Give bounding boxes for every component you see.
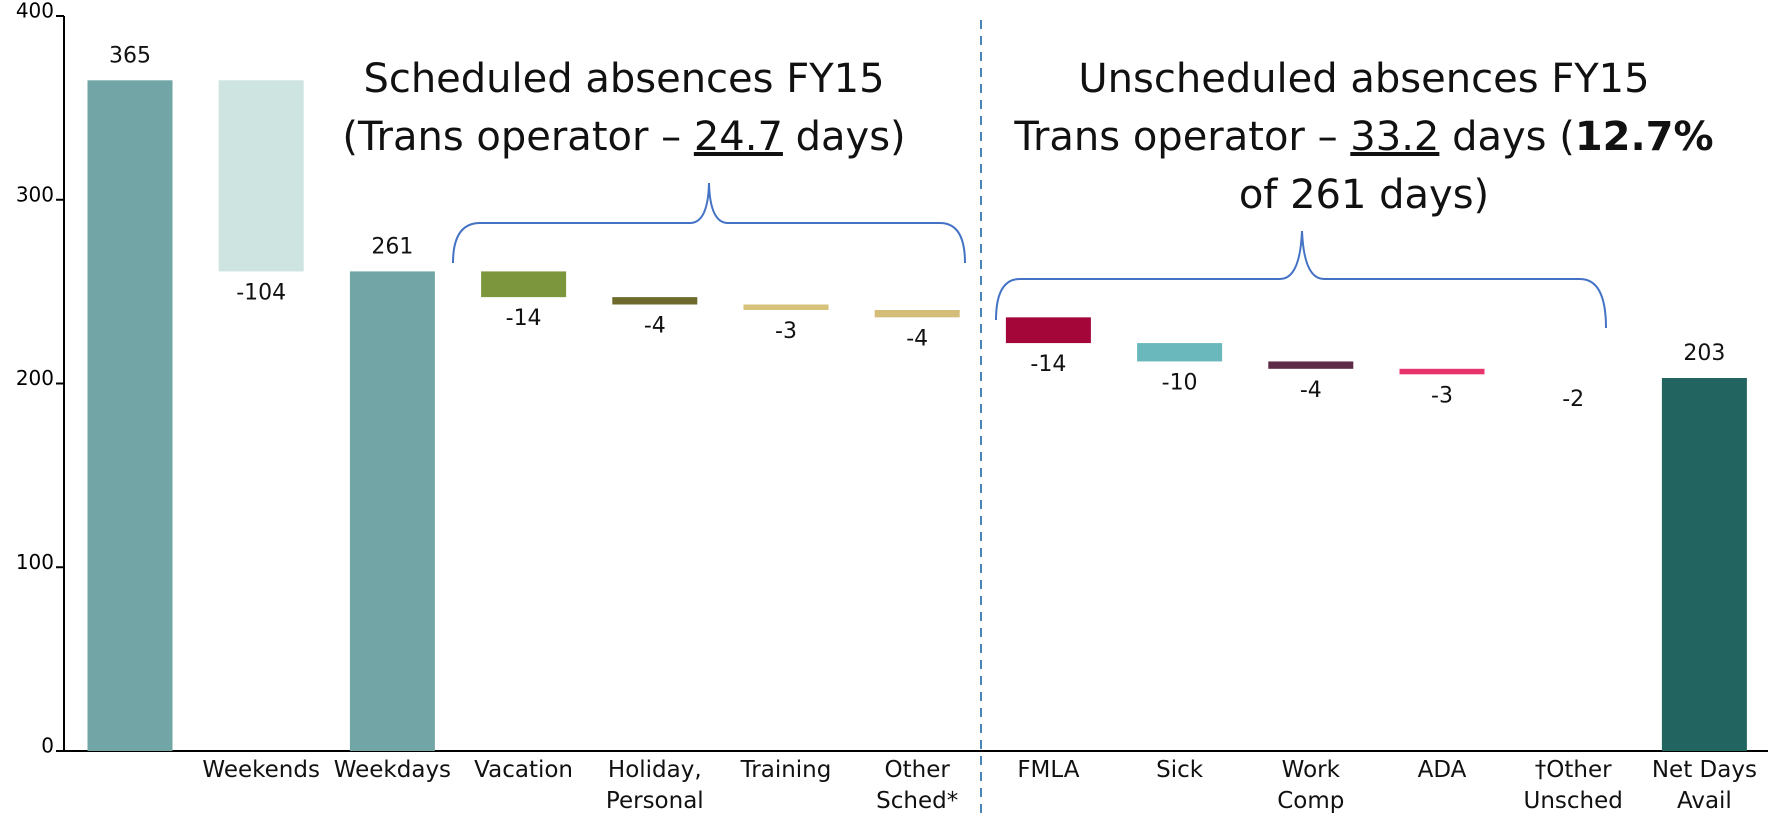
x-tick-label: Training xyxy=(740,757,832,783)
annotation-text: Trans operator – xyxy=(1014,114,1351,160)
annotation-text: Unscheduled absences FY15 xyxy=(1078,56,1650,102)
annotation: Scheduled absences FY15 (Trans operator … xyxy=(324,50,924,166)
annotation-text: 12.7% xyxy=(1574,114,1714,160)
annotation-text: Scheduled absences FY15 xyxy=(363,56,885,102)
value-label: -4 xyxy=(1300,378,1322,403)
y-tick-label: 100 xyxy=(16,550,54,574)
value-label: -4 xyxy=(906,326,928,351)
annotation-text: 24.7 xyxy=(693,114,783,160)
value-label: -2 xyxy=(1562,387,1584,412)
y-tick-label: 300 xyxy=(16,182,54,206)
value-label: -14 xyxy=(1030,352,1066,377)
annotation-text: days ( xyxy=(1439,114,1575,160)
y-tick-label: 0 xyxy=(41,734,54,758)
brace xyxy=(995,230,1607,329)
value-label: 203 xyxy=(1683,341,1725,366)
value-label: -104 xyxy=(236,280,286,305)
value-label: 261 xyxy=(371,234,413,259)
bar xyxy=(1530,374,1616,378)
x-tick-label: Weekends xyxy=(202,757,320,783)
bar xyxy=(1268,361,1354,369)
x-tick-label: FMLA xyxy=(1017,757,1080,783)
annotation-line: Trans operator – 33.2 days (12.7% xyxy=(1014,108,1714,166)
value-label: -14 xyxy=(506,306,542,331)
bar xyxy=(743,304,829,310)
annotation-text: (Trans operator – xyxy=(342,114,694,160)
x-tick-label: Weekdays xyxy=(333,757,452,783)
x-tick-label: Vacation xyxy=(474,757,574,783)
annotation-text: of 261 days) xyxy=(1238,172,1490,218)
x-tick-label: Work Comp xyxy=(1277,757,1345,814)
bar xyxy=(1005,317,1091,344)
value-label: -3 xyxy=(775,319,797,344)
y-tick-label: 400 xyxy=(16,0,54,23)
value-label: -3 xyxy=(1431,383,1453,408)
value-label: -4 xyxy=(644,313,666,338)
x-tick-label: Sick xyxy=(1156,757,1204,783)
x-tick-label: †Other Unsched xyxy=(1523,757,1623,814)
x-tick-label: ADA xyxy=(1417,757,1467,783)
x-tick-label: Holiday, Personal xyxy=(605,757,704,814)
bar xyxy=(874,310,960,318)
brace xyxy=(452,182,966,264)
annotation-text: 33.2 xyxy=(1350,114,1440,160)
y-tick-label: 200 xyxy=(16,366,54,390)
bar xyxy=(1137,343,1223,362)
x-tick-label: Other Sched* xyxy=(876,757,959,814)
bar xyxy=(349,271,435,751)
x-tick-label: Net Days Avail xyxy=(1651,757,1757,814)
bar xyxy=(612,297,698,305)
annotation: Unscheduled absences FY15 Trans operator… xyxy=(1014,50,1714,224)
value-label: 365 xyxy=(109,43,151,68)
bar xyxy=(218,80,304,272)
bar xyxy=(87,80,173,751)
bar xyxy=(1399,368,1485,375)
value-label: -10 xyxy=(1162,370,1198,395)
annotation-text: days) xyxy=(782,114,906,160)
bar xyxy=(1661,377,1747,751)
bar xyxy=(481,271,567,298)
annotation-line: (Trans operator – 24.7 days) xyxy=(324,108,924,166)
